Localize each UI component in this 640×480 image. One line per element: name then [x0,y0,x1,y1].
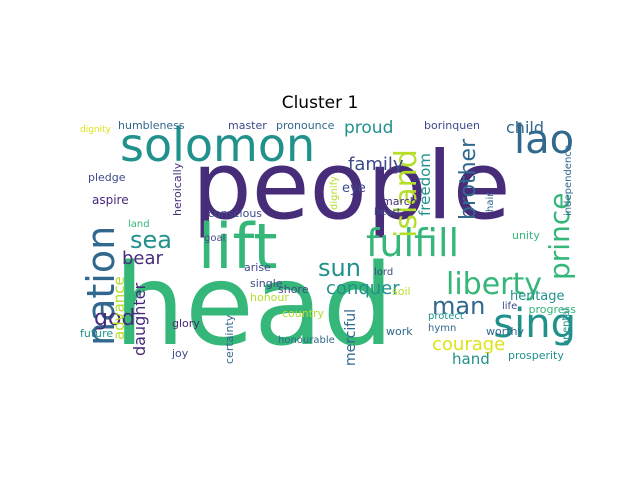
word: aspire [92,193,129,207]
word: dignity [80,125,111,135]
word: future [80,327,114,340]
word: unity [512,229,540,242]
word: advance [110,276,128,340]
word: daughter [130,282,149,356]
word: lao [514,120,575,163]
word: single [250,277,283,290]
word: march [382,195,417,208]
word: eye [342,181,366,196]
word: borinquen [424,120,480,132]
word: sun [318,254,361,282]
word: pledge [88,171,126,184]
word: humbleness [118,120,185,132]
word: arise [244,261,271,274]
word: country [282,307,325,320]
word: man [432,292,486,320]
word-cloud: people head lift solomon nation sing ful… [80,120,576,367]
word: hair [485,192,496,212]
word: freedom [416,153,434,216]
word: lord [374,267,394,278]
word: head [114,241,394,367]
word: pronounce [276,120,335,132]
word: joy [172,347,189,360]
word: sea [130,226,172,254]
word: fulfill [366,221,460,265]
word: prosperity [508,349,564,362]
word: master [228,120,267,132]
word: family [348,154,404,175]
word: honourable [278,335,335,346]
word: shore [278,283,309,296]
word: conscious [208,207,263,220]
word: land [128,219,150,230]
word: hymn [428,323,457,334]
word: certainty [223,314,236,364]
word: solomon [120,120,316,172]
word: merciful [343,309,359,366]
word: dignify [329,176,340,210]
word: work [386,325,413,338]
word: life [502,301,518,312]
word: people [192,132,511,241]
word: hand [452,350,490,367]
word: worthy [486,325,525,338]
word: glory [172,317,200,330]
word: proud [344,120,394,138]
word: sing [493,301,576,347]
word: oriental [561,307,572,346]
chart-title: Cluster 1 [281,93,359,113]
word: child [506,120,544,137]
word: independence [563,145,574,216]
word: soil [392,285,411,298]
word: courage [432,334,506,355]
word: bear [122,248,163,269]
word: heritage [510,289,565,304]
word: heart [374,207,401,218]
word: progress [528,303,577,316]
word: heroically [171,162,184,216]
word: liberty [446,267,543,302]
word: goal [204,233,226,244]
word: lift [198,210,278,283]
word: honour [250,291,289,304]
word: brother [456,138,481,220]
word: protect [428,311,464,322]
word: conquer [326,278,400,299]
word: god [94,306,136,331]
